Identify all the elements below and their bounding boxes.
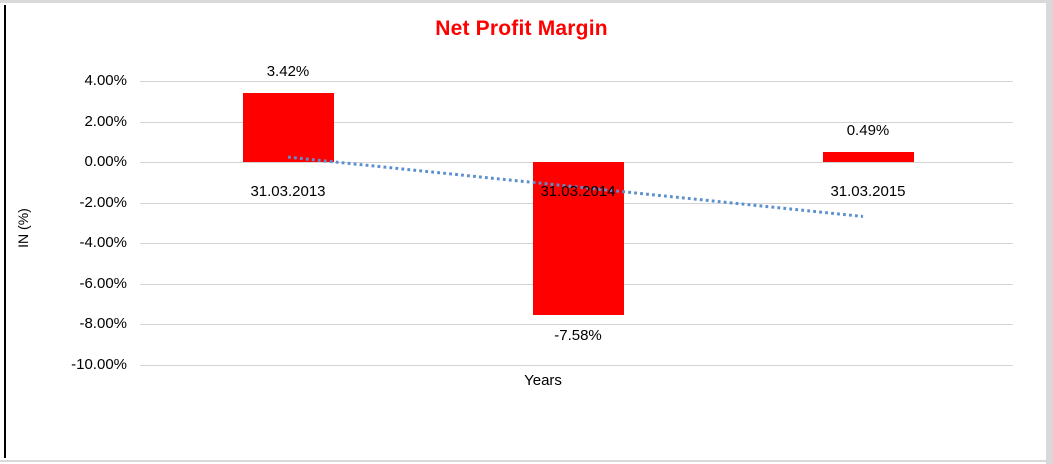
chart-title: Net Profit Margin xyxy=(435,17,608,40)
window-border-top xyxy=(0,0,1053,3)
category-label: 31.03.2015 xyxy=(830,183,906,200)
window-border-right xyxy=(1046,0,1053,464)
category-label: 31.03.2014 xyxy=(540,183,616,200)
y-tick-label: -6.00% xyxy=(79,275,127,292)
y-tick-label: -4.00% xyxy=(79,234,127,251)
bar[interactable] xyxy=(242,92,334,162)
chart-border-left xyxy=(4,5,6,458)
y-tick-label: 4.00% xyxy=(84,72,127,89)
window-border-bottom xyxy=(0,460,1053,462)
bar-value-label: -7.58% xyxy=(554,327,602,345)
gridline xyxy=(140,365,1013,366)
y-tick-label: -2.00% xyxy=(79,194,127,211)
bar-value-label: 0.49% xyxy=(846,122,890,140)
y-tick-label: -10.00% xyxy=(71,356,127,373)
gridline xyxy=(140,324,1013,325)
bar[interactable] xyxy=(822,152,914,162)
y-tick-label: -8.00% xyxy=(79,315,127,332)
y-tick-label: 0.00% xyxy=(84,153,127,170)
category-label: 31.03.2013 xyxy=(250,183,326,200)
gridline xyxy=(140,81,1013,82)
gridline xyxy=(140,122,1013,123)
bar-value-label: 3.42% xyxy=(266,62,310,80)
x-axis-title: Years xyxy=(524,372,562,389)
y-tick-label: 2.00% xyxy=(84,113,127,130)
